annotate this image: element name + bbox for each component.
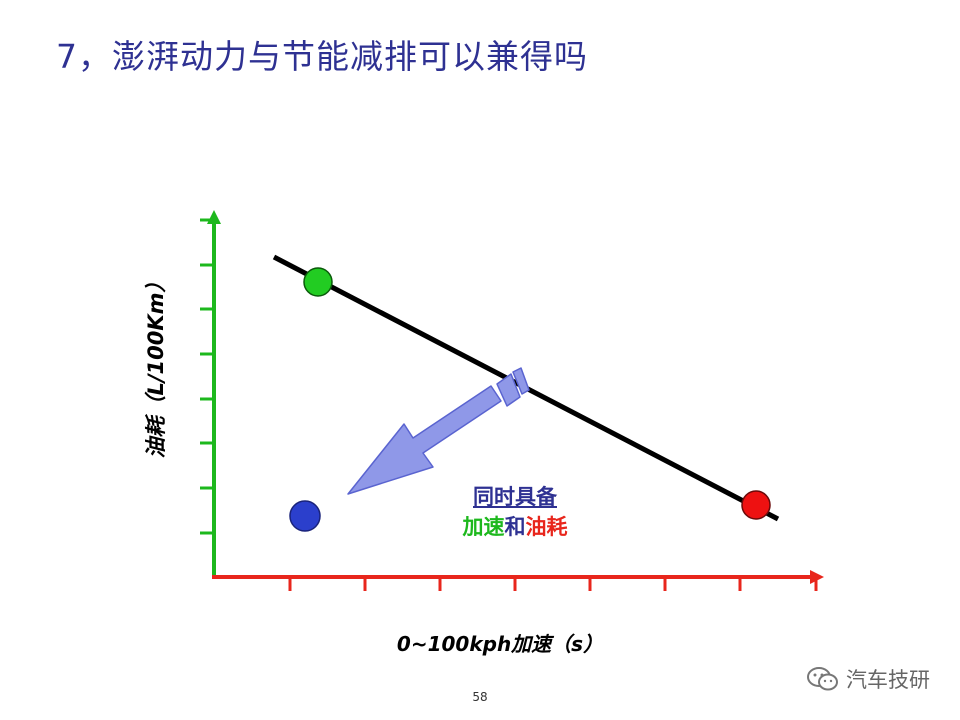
red-point [741, 490, 771, 520]
y-axis [200, 210, 221, 578]
blue-point [289, 500, 321, 532]
wechat-icon [807, 667, 838, 691]
arrow-shape [347, 367, 530, 495]
callout-fuel: 油耗 [525, 515, 568, 539]
x-axis-label: 0~100kph加速（s） [396, 632, 604, 656]
callout-line2: 加速和油耗 [463, 512, 568, 542]
watermark-text: 汽车技研 [846, 668, 930, 692]
callout-and: 和 [504, 515, 526, 539]
callout-line1: 同时具备 [473, 485, 557, 509]
watermark: 汽车技研 [806, 664, 930, 694]
page-number: 58 [472, 690, 488, 704]
y-axis-label: 油耗（L/100Km） [144, 271, 168, 459]
callout-accel: 加速 [462, 515, 505, 539]
green-point [303, 267, 333, 297]
x-axis [212, 570, 824, 591]
callout-text: 同时具备 加速和油耗 [463, 482, 568, 542]
slide-title: 7，澎湃动力与节能减排可以兼得吗 [56, 37, 588, 76]
